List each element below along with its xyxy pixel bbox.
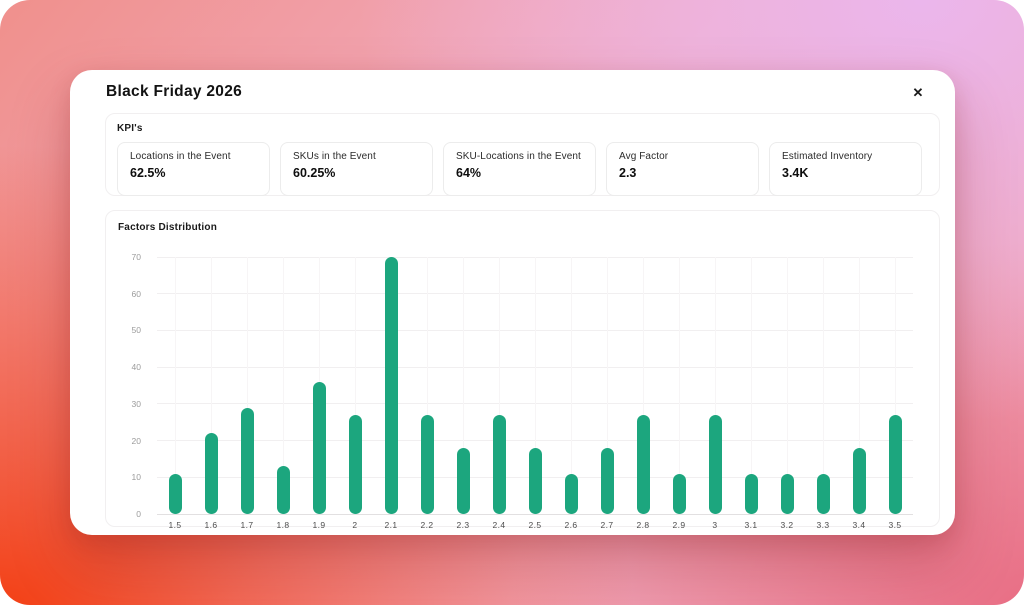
kpi-card: Avg Factor 2.3 [606,142,759,196]
kpi-card: SKU-Locations in the Event 64% [443,142,596,196]
gridline-vertical [822,257,824,514]
kpi-value: 2.3 [619,166,637,180]
bar [708,414,722,514]
gridline-vertical [282,257,284,514]
bar [204,433,218,514]
x-tick-label: 3 [712,520,718,530]
x-tick-label: 2.4 [492,520,506,530]
kpi-section: KPI's Locations in the Event 62.5% SKUs in… [105,113,940,196]
gridline-vertical [534,257,536,514]
bar [600,447,614,514]
x-tick-label: 3.1 [744,520,758,530]
x-tick-label: 2 [352,520,358,530]
x-tick-label: 1.8 [276,520,290,530]
gridline-vertical [894,257,896,514]
bar [636,414,650,514]
gridline-vertical [642,257,644,514]
kpi-card: Locations in the Event 62.5% [117,142,270,196]
gridline-vertical [498,257,500,514]
gridline-vertical [174,257,176,514]
x-tick-label: 3.4 [852,520,866,530]
kpi-label: SKU-Locations in the Event [456,151,581,162]
kpi-label: Estimated Inventory [782,151,873,162]
kpi-value: 62.5% [130,166,166,180]
gridline-vertical [570,257,572,514]
x-tick-label: 1.9 [312,520,326,530]
bar [528,447,542,514]
x-tick-label: 2.9 [672,520,686,530]
x-axis: 1.5 1.6 1.7 1.8 1.9 2 2.1 2.2 2.3 2.4 2.5 2.6 2.7 2.8… [157,520,913,532]
x-tick-label: 2.5 [528,520,542,530]
y-tick-label: 10 [131,472,141,483]
close-icon: ✕ [912,85,924,100]
bar [456,447,470,514]
bar [744,473,758,514]
kpi-value: 3.4K [782,166,809,180]
x-tick-label: 1.6 [204,520,218,530]
gridline-vertical [354,257,356,514]
x-tick-label: 3.3 [816,520,830,530]
x-tick-label: 3.5 [888,520,902,530]
kpi-label: SKUs in the Event [293,151,376,162]
bar-chart-plot [157,256,913,515]
bar [312,381,326,514]
y-tick-label: 20 [131,435,141,446]
bar [852,447,866,514]
y-tick-label: 40 [131,362,141,373]
y-tick-label: 30 [131,398,141,409]
bar [240,407,254,514]
y-axis: 0 10 20 30 40 50 60 70 [106,252,150,519]
kpi-value: 60.25% [293,166,336,180]
kpi-row: Locations in the Event 62.5% SKUs in the E… [117,142,928,196]
gridline-vertical [210,257,212,514]
x-tick-label: 2.2 [420,520,434,530]
x-tick-label: 2.8 [636,520,650,530]
x-tick-label: 2.7 [600,520,614,530]
bar [780,473,794,514]
close-button[interactable]: ✕ [907,82,929,104]
bar [492,414,506,514]
chart-title: Factors Distribution [118,222,218,233]
chart-section: Factors Distribution 0 10 20 30 40 50 60 70 1.5… [105,210,940,530]
bar [564,473,578,514]
kpi-label: Avg Factor [619,151,669,162]
x-tick-label: 3.2 [780,520,794,530]
bar [168,473,182,514]
bar [672,473,686,514]
bar [816,473,830,514]
gridline-vertical [606,257,608,514]
gridline-vertical [714,257,716,514]
x-tick-label: 2.3 [456,520,470,530]
x-tick-label: 1.7 [240,520,254,530]
kpi-label: Locations in the Event [130,151,231,162]
kpi-card: Estimated Inventory 3.4K [769,142,922,196]
bar [348,414,362,514]
gridline-vertical [426,257,428,514]
gridline-vertical [858,257,860,514]
y-tick-label: 50 [131,325,141,336]
gridline-vertical [750,257,752,514]
page-title: Black Friday 2026 [106,83,243,100]
y-tick-label: 0 [136,509,141,519]
gridline-vertical [462,257,464,514]
kpi-value: 64% [456,166,482,180]
kpi-card: SKUs in the Event 60.25% [280,142,433,196]
gridline-vertical [678,257,680,514]
bar [888,414,902,514]
y-tick-label: 70 [131,252,141,262]
x-tick-label: 2.6 [564,520,578,530]
y-tick-label: 60 [131,288,141,299]
bar [420,414,434,514]
gridline-vertical [786,257,788,514]
x-tick-label: 1.5 [168,520,182,530]
bar [384,257,398,514]
x-tick-label: 2.1 [384,520,398,530]
modal-card: Black Friday 2026 ✕ KPI's Locations in t… [70,70,955,535]
bar [276,466,290,514]
kpi-section-label: KPI's [117,123,143,134]
gridline-vertical [246,257,248,514]
